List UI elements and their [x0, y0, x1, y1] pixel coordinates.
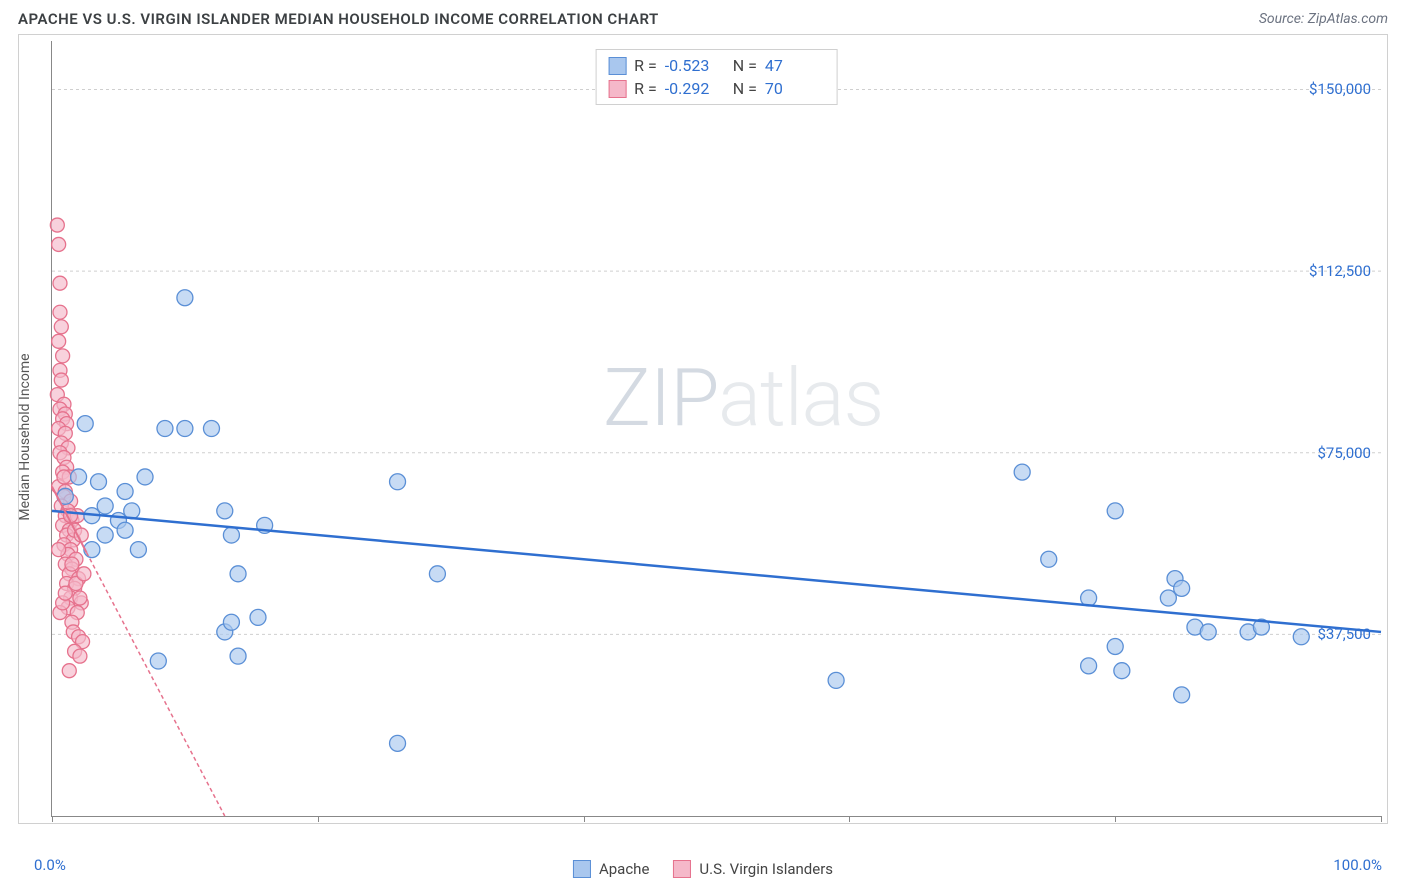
y-tick-label: $112,500	[1309, 262, 1371, 280]
legend-swatch-virgin	[608, 80, 626, 98]
legend-r-virgin: -0.292	[665, 79, 725, 98]
y-tick-label: $150,000	[1309, 80, 1371, 98]
x-axis-label-left: 0.0%	[34, 856, 66, 874]
legend-r-label: R =	[634, 56, 657, 75]
chart-container: Median Household Income ZIPatlas R = -0.…	[18, 34, 1388, 824]
legend-bottom: Apache U.S. Virgin Islanders	[573, 860, 833, 878]
legend-r-label-2: R =	[634, 79, 657, 98]
legend-n-virgin: 70	[765, 79, 825, 98]
legend-top: R = -0.523 N = 47 R = -0.292 N = 70	[595, 49, 838, 105]
legend-n-apache: 47	[765, 56, 825, 75]
legend-swatch-apache-bottom	[573, 860, 591, 878]
legend-swatch-virgin-bottom	[673, 860, 691, 878]
legend-top-row-virgin: R = -0.292 N = 70	[608, 77, 825, 100]
y-tick-label: $75,000	[1317, 444, 1371, 462]
y-axis-label: Median Household Income	[17, 353, 33, 520]
legend-n-label-2: N =	[733, 79, 757, 98]
legend-bottom-virgin: U.S. Virgin Islanders	[673, 860, 833, 878]
legend-top-row-apache: R = -0.523 N = 47	[608, 54, 825, 77]
source-label: Source: ZipAtlas.com	[1259, 11, 1388, 27]
legend-r-apache: -0.523	[665, 56, 725, 75]
y-tick-label: $37,500	[1317, 625, 1371, 643]
legend-bottom-apache: Apache	[573, 860, 649, 878]
x-tick	[584, 816, 585, 822]
chart-title: APACHE VS U.S. VIRGIN ISLANDER MEDIAN HO…	[18, 10, 659, 28]
x-tick	[318, 816, 319, 822]
x-tick	[1381, 816, 1382, 822]
legend-label-virgin: U.S. Virgin Islanders	[699, 860, 833, 878]
x-tick	[1115, 816, 1116, 822]
x-tick	[849, 816, 850, 822]
plot-svg	[52, 41, 1381, 816]
plot-area: ZIPatlas R = -0.523 N = 47 R = -0.292 N …	[51, 41, 1381, 817]
x-axis-label-right: 100.0%	[1333, 856, 1382, 874]
x-tick	[52, 816, 53, 822]
legend-swatch-apache	[608, 57, 626, 75]
legend-n-label: N =	[733, 56, 757, 75]
legend-label-apache: Apache	[599, 860, 649, 878]
